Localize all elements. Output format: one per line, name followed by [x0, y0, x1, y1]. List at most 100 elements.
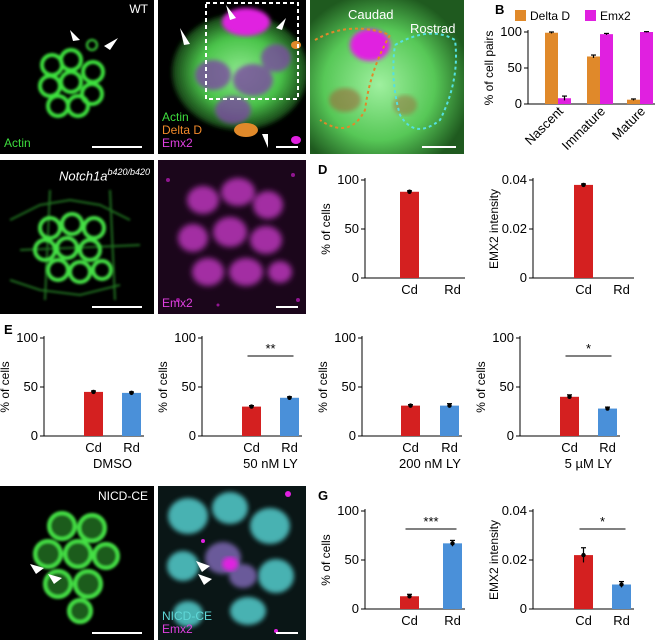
genotype-label: NICD-CE — [98, 489, 148, 503]
bar — [600, 34, 613, 104]
x-tick-label: Rd — [444, 613, 461, 628]
notch-emx2-image — [158, 160, 306, 314]
significance-stars: * — [600, 514, 605, 529]
bar — [122, 392, 141, 436]
scale-bar — [276, 146, 298, 148]
channel-label-delta-d: Delta D — [162, 123, 203, 137]
mean-dot — [408, 403, 413, 408]
y-axis-label: % of cells — [0, 361, 12, 412]
x-tick-label: Rd — [613, 282, 630, 297]
bar — [558, 98, 571, 104]
y-tick-label: 100 — [16, 330, 38, 345]
bar — [400, 596, 419, 609]
y-tick-label: 0 — [349, 428, 356, 443]
x-tick-label: Rd — [444, 282, 461, 297]
chart-d1: 0 50 100 % of cells Cd Rd — [319, 172, 465, 297]
channel-label-actin: Actin — [162, 110, 189, 124]
y-tick-label: 50 — [342, 379, 356, 394]
x-tick-label: Cd — [85, 440, 102, 455]
y-tick-label: 100 — [500, 24, 522, 39]
y-axis-label: % of cells — [474, 361, 488, 412]
bar — [627, 99, 640, 104]
panel-label-g: G — [318, 488, 329, 503]
mean-dot — [581, 182, 586, 188]
x-tick-label: Rd — [281, 440, 298, 455]
x-axis-label: DMSO — [93, 456, 132, 471]
y-axis-label: % of cells — [319, 534, 333, 585]
panel-label-b: B — [495, 2, 505, 17]
x-tick-label: Rd — [613, 613, 630, 628]
y-tick-label: 0.04 — [502, 172, 527, 187]
bar — [598, 408, 617, 436]
y-axis-label: % of cell pairs — [482, 31, 496, 106]
bar — [242, 406, 261, 436]
mean-dot — [129, 390, 134, 396]
y-axis-label: EMX2 intensity — [487, 520, 501, 600]
chart-g1: 0 50 100 % of cells Cd Rd *** — [319, 503, 465, 628]
genotype-label: Notch1ab420/b420 — [59, 167, 150, 184]
y-tick-label: 0 — [189, 428, 196, 443]
mean-dot — [581, 552, 586, 558]
x-axis-label: 50 nM LY — [243, 456, 298, 471]
micrograph-f-actin: NICD-CE — [0, 486, 154, 640]
scale-bar — [92, 146, 142, 148]
notch-actin-image — [9, 189, 141, 301]
scale-bar — [422, 146, 456, 148]
y-tick-label: 0.02 — [502, 221, 527, 236]
y-tick-label: 0 — [507, 428, 514, 443]
nicd-merge-image — [158, 486, 306, 640]
micrograph-c-actin: Notch1ab420/b420 — [0, 160, 154, 314]
actin-hair-cells-image — [38, 30, 118, 118]
x-tick-label: Cd — [401, 282, 418, 297]
channel-label-nicd: NICD-CE — [162, 609, 212, 623]
micrograph-a-zoom: Caudad Rostrad — [310, 0, 464, 154]
bar — [574, 184, 593, 278]
bar — [400, 191, 419, 278]
x-tick-label: Cd — [575, 282, 592, 297]
bar — [401, 405, 420, 436]
mean-dot — [450, 541, 455, 546]
scale-bar — [276, 306, 298, 308]
panel-label-e: E — [4, 322, 13, 337]
significance-stars: ** — [265, 341, 275, 356]
y-tick-label: 50 — [24, 379, 38, 394]
y-tick-label: 100 — [337, 503, 359, 518]
y-tick-label: 100 — [174, 330, 196, 345]
y-tick-label: 0.02 — [502, 552, 527, 567]
bar — [640, 32, 653, 104]
bar — [612, 584, 631, 609]
y-tick-label: 0 — [31, 428, 38, 443]
y-tick-label: 50 — [345, 552, 359, 567]
legend-label: Emx2 — [600, 9, 631, 23]
bar — [545, 32, 558, 104]
x-tick-label: Immature — [559, 104, 608, 153]
legend-swatch — [515, 10, 526, 21]
y-tick-label: 0.04 — [502, 503, 527, 518]
mean-dot — [605, 406, 610, 411]
scale-bar — [92, 632, 142, 634]
y-tick-label: 100 — [492, 330, 514, 345]
channel-label-emx2: Emx2 — [162, 136, 193, 150]
mean-dot — [249, 404, 254, 409]
y-tick-label: 100 — [334, 330, 356, 345]
y-tick-label: 50 — [500, 379, 514, 394]
y-tick-label: 50 — [345, 221, 359, 236]
y-tick-label: 50 — [182, 379, 196, 394]
x-axis-label: 200 nM LY — [399, 456, 461, 471]
mean-dot — [407, 189, 412, 194]
mean-dot — [91, 389, 96, 395]
bar — [574, 555, 593, 609]
bar — [587, 56, 600, 104]
x-tick-label: Cd — [402, 440, 419, 455]
mean-dot — [567, 394, 572, 399]
merge-image — [172, 2, 306, 148]
legend-label: Delta D — [530, 9, 570, 23]
x-tick-label: Cd — [575, 613, 592, 628]
channel-label-emx2: Emx2 — [162, 296, 193, 310]
channel-label-actin: Actin — [4, 136, 31, 150]
